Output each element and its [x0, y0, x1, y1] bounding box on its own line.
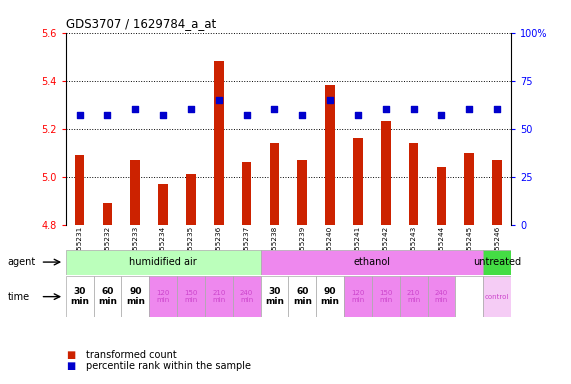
Text: 30
min: 30 min — [70, 287, 89, 306]
Point — [409, 106, 418, 113]
Point — [242, 112, 251, 118]
Point — [325, 97, 335, 103]
Text: untreated: untreated — [473, 257, 521, 267]
Bar — [260, 250, 483, 275]
Bar — [288, 276, 316, 317]
Bar — [344, 276, 372, 317]
Bar — [400, 276, 428, 317]
Point — [159, 112, 168, 118]
Text: 210
min: 210 min — [407, 290, 420, 303]
Point — [186, 106, 195, 113]
Bar — [325, 86, 335, 225]
Point — [381, 106, 391, 113]
Bar — [316, 276, 344, 317]
Bar — [260, 276, 288, 317]
Bar — [75, 155, 85, 225]
Bar — [464, 153, 474, 225]
Text: time: time — [7, 291, 30, 302]
Bar — [492, 160, 502, 225]
Point — [131, 106, 140, 113]
Text: 90
min: 90 min — [126, 287, 145, 306]
Bar — [94, 276, 122, 317]
Text: GDS3707 / 1629784_a_at: GDS3707 / 1629784_a_at — [66, 17, 216, 30]
Point — [465, 106, 474, 113]
Point — [270, 106, 279, 113]
Text: ■: ■ — [66, 350, 75, 360]
Bar — [177, 276, 205, 317]
Text: agent: agent — [7, 257, 35, 267]
Text: 150
min: 150 min — [379, 290, 392, 303]
Text: 240
min: 240 min — [240, 290, 253, 303]
Bar — [372, 276, 400, 317]
Bar — [205, 276, 233, 317]
Bar — [149, 276, 177, 317]
Text: percentile rank within the sample: percentile rank within the sample — [86, 361, 251, 371]
Bar — [483, 250, 511, 275]
Text: humidified air: humidified air — [129, 257, 197, 267]
Point — [214, 97, 223, 103]
Text: 120
min: 120 min — [156, 290, 170, 303]
Bar — [130, 160, 140, 225]
Bar — [297, 160, 307, 225]
Bar — [186, 174, 196, 225]
Bar — [270, 143, 279, 225]
Point — [75, 112, 84, 118]
Text: 150
min: 150 min — [184, 290, 198, 303]
Text: 240
min: 240 min — [435, 290, 448, 303]
Text: 210
min: 210 min — [212, 290, 226, 303]
Bar — [437, 167, 447, 225]
Bar — [353, 138, 363, 225]
Text: 120
min: 120 min — [351, 290, 365, 303]
Point — [493, 106, 502, 113]
Bar — [483, 276, 511, 317]
Text: 30
min: 30 min — [265, 287, 284, 306]
Point — [297, 112, 307, 118]
Point — [353, 112, 363, 118]
Bar — [66, 276, 94, 317]
Bar — [103, 203, 112, 225]
Text: control: control — [485, 294, 509, 300]
Bar — [214, 61, 224, 225]
Text: transformed count: transformed count — [86, 350, 176, 360]
Bar — [122, 276, 149, 317]
Point — [437, 112, 446, 118]
Bar — [409, 143, 419, 225]
Bar — [66, 250, 260, 275]
Text: 60
min: 60 min — [98, 287, 117, 306]
Bar — [456, 276, 483, 317]
Bar — [381, 121, 391, 225]
Bar — [233, 276, 260, 317]
Text: ■: ■ — [66, 361, 75, 371]
Bar — [428, 276, 456, 317]
Bar — [158, 184, 168, 225]
Point — [103, 112, 112, 118]
Bar — [242, 162, 251, 225]
Text: 60
min: 60 min — [293, 287, 312, 306]
Text: 90
min: 90 min — [320, 287, 340, 306]
Text: ethanol: ethanol — [353, 257, 391, 267]
